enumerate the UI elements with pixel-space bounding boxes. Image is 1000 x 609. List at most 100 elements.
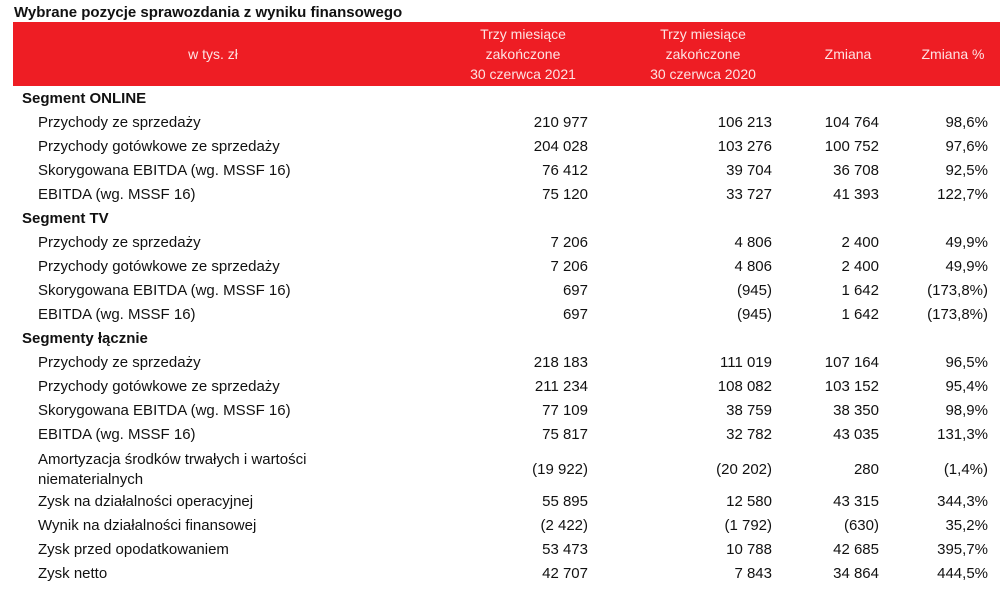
header-unit: w tys. zł — [188, 46, 238, 62]
value-2020: 39 704 — [726, 162, 772, 179]
value-change: 103 152 — [824, 378, 879, 395]
value-2021: 7 206 — [550, 234, 588, 251]
row-label: EBITDA (wg. MSSF 16) — [38, 306, 196, 323]
value-change-pct: 122,7% — [937, 186, 988, 203]
value-change: 38 350 — [833, 402, 879, 419]
table-row: EBITDA (wg. MSSF 16) 75 817 32 782 43 035 13… — [0, 424, 1000, 448]
value-2021: (19 922) — [532, 461, 588, 478]
header-col-2021: Trzy miesiące zakończone 30 czerwca 2021 — [470, 26, 576, 82]
table-row: Amortyzacja środków trwałych i wartości … — [0, 448, 1000, 491]
value-2021: 697 — [562, 282, 588, 299]
value-change: 107 164 — [824, 354, 879, 371]
value-change-pct: 49,9% — [945, 234, 988, 251]
row-label: Przychody ze sprzedaży — [38, 234, 201, 251]
value-change: (630) — [843, 517, 879, 534]
value-change-pct: 95,4% — [945, 378, 988, 395]
row-label: Skorygowana EBITDA (wg. MSSF 16) — [38, 282, 291, 299]
value-2020: 106 213 — [717, 114, 772, 131]
value-change-pct: 131,3% — [937, 426, 988, 443]
value-change: 280 — [853, 461, 879, 478]
segment-heading-row: Segment ONLINE — [0, 88, 1000, 112]
value-2021: 75 817 — [542, 426, 588, 443]
value-2020: 108 082 — [717, 378, 772, 395]
table-header: w tys. zł Trzy miesiące zakończone 30 cz… — [13, 22, 1000, 86]
value-2021: 42 707 — [542, 565, 588, 582]
value-change: 104 764 — [824, 114, 879, 131]
value-2020: 4 806 — [734, 258, 772, 275]
value-change: 1 642 — [841, 282, 879, 299]
value-2020: 33 727 — [726, 186, 772, 203]
value-2021: 77 109 — [542, 402, 588, 419]
value-change-pct: (173,8%) — [927, 282, 988, 299]
value-change: 43 035 — [833, 426, 879, 443]
value-2021: 76 412 — [542, 162, 588, 179]
value-2021: 53 473 — [542, 541, 588, 558]
value-2020: 38 759 — [726, 402, 772, 419]
value-change: 41 393 — [833, 186, 879, 203]
value-change: 2 400 — [841, 234, 879, 251]
table-row: Skorygowana EBITDA (wg. MSSF 16) 697 (945)… — [0, 280, 1000, 304]
value-change-pct: 49,9% — [945, 258, 988, 275]
row-label: Przychody ze sprzedaży — [38, 114, 201, 131]
row-label: Przychody ze sprzedaży — [38, 354, 201, 371]
value-2020: (945) — [736, 282, 772, 299]
value-2021: 75 120 — [542, 186, 588, 203]
segment-heading: Segment ONLINE — [22, 90, 147, 107]
row-label: Zysk netto — [38, 565, 108, 582]
value-change-pct: (1,4%) — [943, 461, 988, 478]
row-label: Zysk przed opodatkowaniem — [38, 541, 229, 558]
row-label: Wynik na działalności finansowej — [38, 517, 257, 534]
table-body: Segment ONLINE Przychody ze sprzedaży 210 … — [0, 88, 1000, 587]
table-row: Zysk na działalności operacyjnej 55 895 12… — [0, 491, 1000, 515]
table-row: EBITDA (wg. MSSF 16) 75 120 33 727 41 393 12… — [0, 184, 1000, 208]
value-change-pct: (173,8%) — [927, 306, 988, 323]
value-2020: 103 276 — [717, 138, 772, 155]
row-label: Skorygowana EBITDA (wg. MSSF 16) — [38, 402, 291, 419]
value-change-pct: 344,3% — [937, 493, 988, 510]
value-change: 36 708 — [833, 162, 879, 179]
table-row: Skorygowana EBITDA (wg. MSSF 16) 77 109 38… — [0, 400, 1000, 424]
value-change: 43 315 — [833, 493, 879, 510]
table-row: Zysk netto 42 707 7 843 34 864 444,5% — [0, 563, 1000, 587]
value-2020: 12 580 — [726, 493, 772, 510]
segment-heading-row: Segment TV — [0, 208, 1000, 232]
value-2021: 204 028 — [533, 138, 588, 155]
table-row: Przychody gotówkowe ze sprzedaży 7 206 4 8… — [0, 256, 1000, 280]
table-row: Przychody gotówkowe ze sprzedaży 204 028 1… — [0, 136, 1000, 160]
value-change: 100 752 — [824, 138, 879, 155]
value-2021: 210 977 — [533, 114, 588, 131]
value-change-pct: 98,6% — [945, 114, 988, 131]
table-row: Wynik na działalności finansowej (2 422) (… — [0, 515, 1000, 539]
value-change-pct: 395,7% — [937, 541, 988, 558]
value-change-pct: 92,5% — [945, 162, 988, 179]
header-col-2020: Trzy miesiące zakończone 30 czerwca 2020 — [650, 26, 756, 82]
value-2021: 211 234 — [534, 378, 588, 395]
table-row: Przychody ze sprzedaży 210 977 106 213 104 … — [0, 112, 1000, 136]
row-label: EBITDA (wg. MSSF 16) — [38, 186, 196, 203]
value-change-pct: 444,5% — [937, 565, 988, 582]
value-2021: 7 206 — [550, 258, 588, 275]
value-2021: 218 183 — [533, 354, 588, 371]
value-change: 1 642 — [841, 306, 879, 323]
segment-heading: Segmenty łącznie — [22, 330, 148, 347]
value-2020: (945) — [736, 306, 772, 323]
value-2021: 55 895 — [542, 493, 588, 510]
row-label: Skorygowana EBITDA (wg. MSSF 16) — [38, 162, 291, 179]
value-2021: (2 422) — [540, 517, 588, 534]
value-2020: 32 782 — [726, 426, 772, 443]
value-change-pct: 97,6% — [945, 138, 988, 155]
table-row: EBITDA (wg. MSSF 16) 697 (945) 1 642 (173,8%… — [0, 304, 1000, 328]
row-label: Amortyzacja środków trwałych i wartości … — [38, 451, 307, 488]
value-2020: 4 806 — [734, 234, 772, 251]
value-2020: 10 788 — [726, 541, 772, 558]
segment-heading: Segment TV — [22, 210, 109, 227]
table-row: Przychody ze sprzedaży 218 183 111 019 107 … — [0, 352, 1000, 376]
table-row: Przychody gotówkowe ze sprzedaży 211 234 1… — [0, 376, 1000, 400]
value-2020: 111 019 — [720, 354, 772, 371]
value-2021: 697 — [562, 306, 588, 323]
value-change-pct: 35,2% — [945, 517, 988, 534]
segment-heading-row: Segmenty łącznie — [0, 328, 1000, 352]
row-label: Przychody gotówkowe ze sprzedaży — [38, 258, 280, 275]
table-row: Zysk przed opodatkowaniem 53 473 10 788 42 … — [0, 539, 1000, 563]
row-label: EBITDA (wg. MSSF 16) — [38, 426, 196, 443]
